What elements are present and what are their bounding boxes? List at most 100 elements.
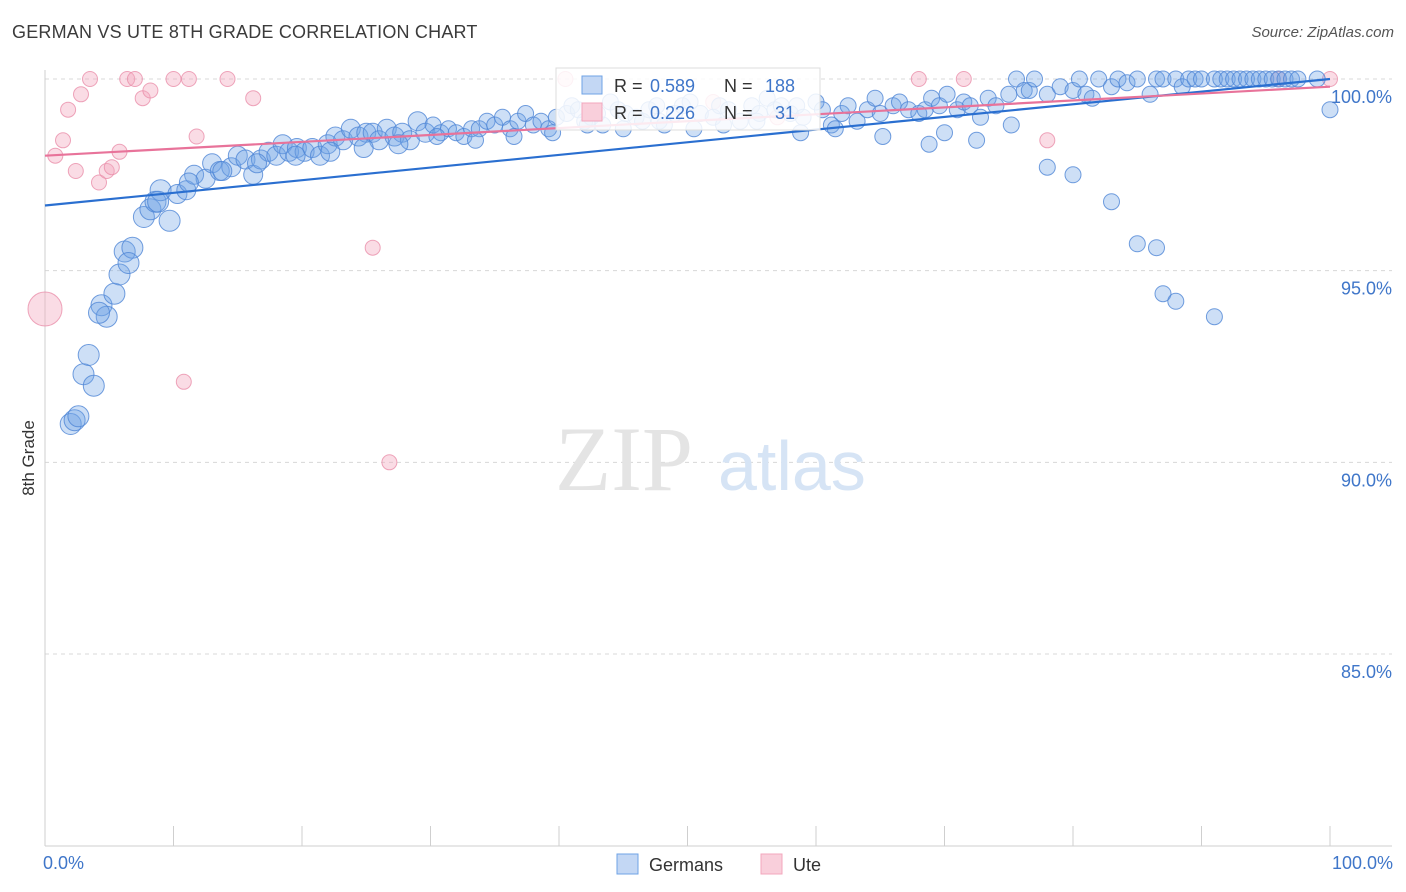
german-point <box>874 128 892 145</box>
german-point <box>353 138 374 158</box>
german-point <box>1109 70 1127 88</box>
y-tick-label: 90.0% <box>1341 470 1392 490</box>
german-point <box>158 209 181 232</box>
german-point <box>839 97 857 115</box>
stats-german-n-value: 188 <box>765 76 795 96</box>
german-point <box>388 134 409 155</box>
german-point <box>866 89 884 107</box>
stats-ute-n-value: 31 <box>775 103 795 123</box>
stats-german-r-value: 0.589 <box>650 76 695 96</box>
german-point <box>1118 74 1136 92</box>
ute-point <box>180 71 197 87</box>
y-tick-label: 95.0% <box>1341 279 1392 299</box>
ute-point <box>60 101 77 118</box>
x-tick-label: 100.0% <box>1332 853 1393 873</box>
y-axis-label: 8th Grade <box>19 420 38 496</box>
ute-point <box>103 159 120 176</box>
german-point <box>467 131 484 149</box>
german-point <box>1225 70 1243 88</box>
ute-point <box>381 454 398 471</box>
german-point <box>1257 70 1275 88</box>
german-point <box>250 149 271 170</box>
german-point <box>1205 70 1223 88</box>
german-point <box>285 145 306 166</box>
legend-german-label: Germans <box>649 855 723 875</box>
german-point <box>88 301 110 324</box>
x-tick-marks <box>44 826 1331 846</box>
source-credit: Source: ZipAtlas.com <box>1251 24 1394 41</box>
german-point <box>310 145 330 166</box>
stats-ute-n-label: N = <box>724 103 753 123</box>
axes <box>44 70 1392 847</box>
german-point <box>1000 85 1018 103</box>
ute-point <box>67 163 84 179</box>
german-point <box>1218 70 1236 88</box>
german-point <box>1212 70 1230 88</box>
legend-ute-label: Ute <box>793 855 821 875</box>
german-point <box>90 294 113 317</box>
legend-ute-swatch <box>760 853 783 875</box>
german-point <box>77 344 100 366</box>
german-trend-line <box>44 77 1331 207</box>
german-point <box>1070 70 1088 88</box>
german-point <box>247 153 267 174</box>
stats-ute-r-value: 0.226 <box>650 103 695 123</box>
german-point <box>202 153 223 174</box>
german-point <box>1090 70 1108 88</box>
german-point <box>920 135 938 153</box>
ute-point <box>188 128 205 145</box>
german-point <box>1015 82 1033 99</box>
watermark-atlas: atlas <box>718 427 866 505</box>
stats-german-r-label: R = <box>614 76 643 96</box>
ute-point <box>219 71 236 87</box>
x-tick-labels: 0.0% 100.0% <box>43 853 1393 873</box>
german-point <box>212 161 233 181</box>
german-point <box>1148 239 1165 257</box>
german-point <box>1038 158 1056 176</box>
german-point <box>1051 78 1069 96</box>
watermark-zip: ZIP <box>555 408 693 510</box>
german-point <box>1103 193 1120 211</box>
german-point <box>1128 70 1146 88</box>
german-point <box>968 131 986 149</box>
y-tick-label: 100.0% <box>1331 87 1392 107</box>
stats-box: R = 0.589 N = 188 R = 0.226 N = 31 <box>555 67 821 131</box>
german-point <box>103 282 126 305</box>
ute-point <box>82 71 98 87</box>
stats-ute-r-label: R = <box>614 103 643 123</box>
ute-point <box>955 71 972 87</box>
german-point <box>63 409 86 432</box>
ute-point <box>91 174 107 191</box>
y-tick-labels: 100.0% 95.0% 90.0% 85.0% <box>1331 87 1392 682</box>
german-point <box>938 85 956 103</box>
german-point <box>147 190 170 213</box>
german-point <box>320 141 341 162</box>
ute-point <box>73 86 89 103</box>
ute-point <box>165 71 182 87</box>
german-point <box>82 374 105 397</box>
german-point <box>1167 292 1185 310</box>
german-point <box>936 124 953 142</box>
german-point <box>67 405 90 428</box>
german-point <box>1321 101 1339 119</box>
ute-point <box>55 132 71 149</box>
german-point <box>108 263 131 286</box>
german-point <box>1128 235 1146 253</box>
german-point <box>1154 70 1172 88</box>
stats-german-n-label: N = <box>724 76 753 96</box>
ute-point <box>27 291 63 327</box>
ute-point <box>126 71 143 87</box>
stats-german-swatch <box>581 75 603 95</box>
german-point <box>1289 70 1307 88</box>
german-point <box>972 108 989 126</box>
german-point <box>1026 70 1043 88</box>
german-point <box>1186 70 1204 88</box>
german-point <box>1205 308 1223 326</box>
ute-point <box>1039 132 1056 149</box>
ute-point <box>175 373 192 390</box>
german-point <box>1148 70 1165 88</box>
german-point <box>1154 285 1172 303</box>
chart-title: GERMAN VS UTE 8TH GRADE CORRELATION CHAR… <box>12 22 478 42</box>
ute-point <box>364 239 381 256</box>
stats-ute-swatch <box>581 102 603 122</box>
